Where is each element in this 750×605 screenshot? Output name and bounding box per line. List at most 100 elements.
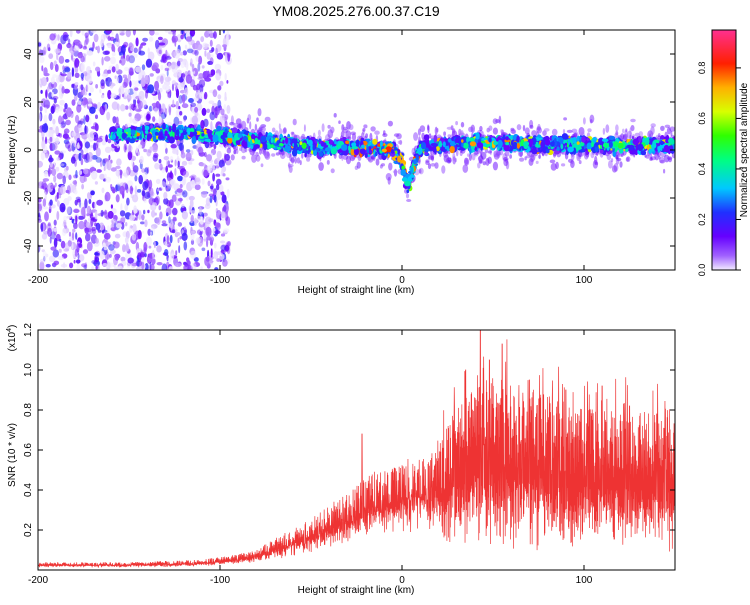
spectrogram-halo-mark [254, 123, 258, 131]
spectrogram-noise-mark [210, 54, 214, 58]
spectrogram-noise-mark [62, 65, 65, 71]
spectrogram-halo-mark [650, 123, 656, 128]
spectrogram-noise-mark [71, 131, 77, 137]
spectrogram-noise-mark [175, 88, 180, 99]
spectrogram-ridge-mark [629, 144, 635, 151]
spectrogram-noise-mark [74, 85, 78, 90]
spectrogram-noise-mark [208, 218, 214, 223]
spectrogram-noise-mark [129, 80, 132, 88]
spectrogram-noise-mark [180, 168, 187, 176]
spectrogram-noise-mark [42, 206, 49, 210]
spectrogram-noise-mark [194, 184, 201, 191]
spectrogram-halo-mark [282, 128, 287, 135]
spectrogram-noise-mark [80, 84, 84, 91]
spectrogram-halo-mark [343, 128, 348, 134]
spectrogram-noise-mark [94, 201, 97, 209]
spectrogram-halo-mark [428, 154, 431, 160]
spectrogram-halo-mark [592, 160, 599, 169]
spectrogram-noise-mark [146, 148, 152, 157]
spectrogram-noise-mark [128, 42, 133, 48]
spectrogram-noise-mark [65, 119, 71, 126]
spectrogram-noise-mark [190, 102, 197, 108]
spectrogram-noise-mark [115, 76, 120, 84]
spectrogram-noise-mark [91, 170, 98, 180]
spectrogram-noise-mark [53, 175, 57, 183]
spectrogram-noise-mark [104, 209, 108, 219]
spectrogram-halo-mark [511, 129, 517, 135]
spectrogram-halo-mark [660, 125, 665, 131]
spectrogram-noise-mark [77, 52, 83, 59]
spectrogram-noise-mark [171, 252, 174, 257]
spectrogram-halo-mark [330, 168, 335, 174]
spectrogram-noise-mark [86, 241, 93, 252]
spectrogram-noise-mark [165, 180, 169, 186]
spectrogram-noise-mark [89, 131, 96, 136]
spectrogram-noise-mark [90, 217, 95, 221]
spectrogram-halo-mark [365, 133, 368, 139]
spectrogram-noise-mark [214, 222, 221, 228]
spectrogram-noise-mark [176, 188, 183, 193]
spectrogram-noise-mark [164, 67, 170, 71]
spectrogram-noise-mark [153, 240, 156, 249]
spectrogram-noise-mark [85, 221, 91, 228]
spectrogram-noise-mark [188, 77, 193, 82]
spectrogram-halo-mark [220, 108, 225, 116]
spectrogram-halo-mark [498, 115, 502, 125]
spectrogram-noise-mark [151, 210, 156, 218]
spectrogram-noise-mark [172, 31, 176, 36]
spectrogram-noise-mark [131, 262, 138, 267]
spectrogram-noise-mark [110, 56, 116, 65]
spectrogram-noise-mark [72, 180, 78, 185]
spectrogram-halo-mark [321, 123, 325, 132]
spectrogram-noise-mark [83, 53, 86, 63]
spectrogram-noise-mark [99, 173, 105, 180]
spectrogram-noise-mark [209, 260, 213, 265]
spectrogram-halo-mark [543, 128, 550, 132]
spectrogram-noise-mark [134, 175, 138, 182]
spectrogram-noise-mark [62, 34, 69, 41]
spectrogram-noise-mark [56, 210, 60, 221]
spectrogram-noise-mark [60, 240, 66, 249]
spectrogram-noise-mark [41, 233, 48, 240]
spectrogram-halo-mark [587, 128, 592, 133]
spectrogram-noise-mark [198, 55, 203, 65]
spectrogram-noise-mark [107, 138, 112, 144]
spectrogram-noise-mark [125, 222, 128, 227]
spectrogram-noise-mark [100, 39, 104, 48]
spectrogram-noise-mark [206, 154, 212, 162]
spectrogram-noise-mark [49, 61, 54, 71]
spectrogram-noise-mark [70, 156, 76, 164]
spectrogram-noise-mark [173, 218, 177, 222]
spectrogram-noise-mark [137, 100, 144, 110]
spectrogram-noise-mark [65, 107, 73, 118]
spectrogram-noise-mark [217, 94, 222, 100]
spectrogram-noise-mark [73, 94, 78, 101]
spectrogram-noise-mark [48, 47, 51, 52]
spectrogram-noise-mark [165, 49, 168, 57]
spectrogram-noise-mark [145, 236, 152, 246]
spectrogram-ridge-mark [504, 139, 511, 143]
spectrogram-noise-mark [110, 93, 117, 99]
spectrogram-halo-mark [509, 154, 512, 159]
spectrogram-noise-mark [59, 150, 67, 154]
spectrogram-noise-mark [128, 224, 133, 233]
spectrogram-noise-mark [77, 100, 82, 106]
spectrogram-noise-mark [155, 101, 160, 109]
spectrogram-noise-mark [220, 244, 227, 251]
spectrogram-noise-mark [167, 164, 173, 168]
spectrogram-noise-mark [72, 228, 76, 233]
spectrogram-halo-mark [271, 153, 276, 157]
spectrogram-halo-mark [460, 121, 465, 128]
spectrogram-noise-mark [208, 100, 215, 104]
spectrogram-noise-mark [171, 83, 175, 92]
spectrogram-noise-mark [133, 107, 139, 111]
spectrogram-noise-mark [52, 249, 59, 258]
spectrogram-halo-mark [290, 131, 294, 135]
spectrogram-halo-mark [288, 163, 294, 168]
spectrogram-noise-mark [206, 108, 210, 114]
spectrogram-noise-mark [61, 86, 65, 94]
spectrogram-noise-mark [221, 166, 224, 176]
spectrogram-noise-mark [93, 33, 99, 43]
spectrogram-noise-mark [81, 154, 88, 160]
spectrogram-noise-mark [194, 177, 201, 186]
